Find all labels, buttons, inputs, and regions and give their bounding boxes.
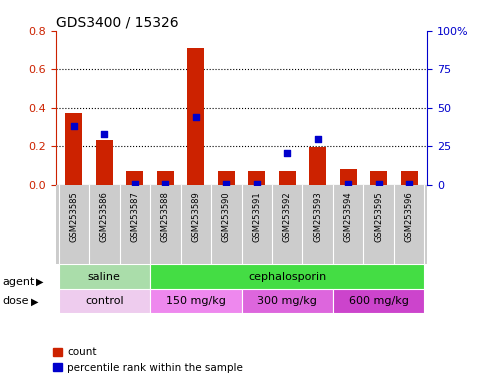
Text: ▶: ▶ — [31, 296, 39, 306]
Text: GSM253589: GSM253589 — [191, 191, 200, 242]
Bar — [333, 289, 425, 313]
Text: GSM253594: GSM253594 — [344, 191, 353, 242]
Bar — [150, 265, 425, 289]
Bar — [187, 48, 204, 185]
Text: GSM253587: GSM253587 — [130, 191, 139, 242]
Bar — [157, 170, 174, 185]
Text: GSM253595: GSM253595 — [374, 191, 383, 242]
Point — [314, 136, 322, 142]
Point — [161, 180, 169, 187]
Text: saline: saline — [88, 271, 121, 281]
Legend: count, percentile rank within the sample: count, percentile rank within the sample — [49, 343, 247, 377]
Point — [131, 180, 139, 187]
Point — [253, 180, 261, 187]
Bar — [279, 170, 296, 185]
Text: 600 mg/kg: 600 mg/kg — [349, 296, 409, 306]
Text: 150 mg/kg: 150 mg/kg — [166, 296, 226, 306]
Bar — [340, 169, 356, 185]
Text: GSM253590: GSM253590 — [222, 191, 231, 242]
Text: ▶: ▶ — [36, 277, 44, 287]
Bar — [401, 170, 417, 185]
Point — [222, 180, 230, 187]
Text: control: control — [85, 296, 124, 306]
Bar — [242, 289, 333, 313]
Text: GSM253596: GSM253596 — [405, 191, 413, 242]
Bar — [66, 113, 82, 185]
Bar — [58, 265, 150, 289]
Bar — [370, 170, 387, 185]
Text: cephalosporin: cephalosporin — [248, 271, 327, 281]
Text: GSM253586: GSM253586 — [100, 191, 109, 242]
Text: GSM253592: GSM253592 — [283, 191, 292, 242]
Text: GSM253585: GSM253585 — [70, 191, 78, 242]
Text: GSM253593: GSM253593 — [313, 191, 322, 242]
Bar — [248, 170, 265, 185]
Point — [70, 123, 78, 129]
Bar — [96, 140, 113, 185]
Text: agent: agent — [2, 277, 35, 287]
Bar — [58, 289, 150, 313]
Point — [405, 180, 413, 187]
Text: dose: dose — [2, 296, 29, 306]
Bar — [309, 147, 326, 185]
Text: 300 mg/kg: 300 mg/kg — [257, 296, 317, 306]
Point — [284, 151, 291, 157]
Text: GSM253591: GSM253591 — [252, 191, 261, 242]
Bar — [127, 170, 143, 185]
Point — [375, 180, 383, 187]
Bar — [150, 289, 242, 313]
Point — [100, 131, 108, 137]
Point — [344, 180, 352, 187]
Text: GDS3400 / 15326: GDS3400 / 15326 — [56, 16, 178, 30]
Point — [192, 114, 199, 120]
Text: GSM253588: GSM253588 — [161, 191, 170, 242]
Bar — [218, 170, 235, 185]
